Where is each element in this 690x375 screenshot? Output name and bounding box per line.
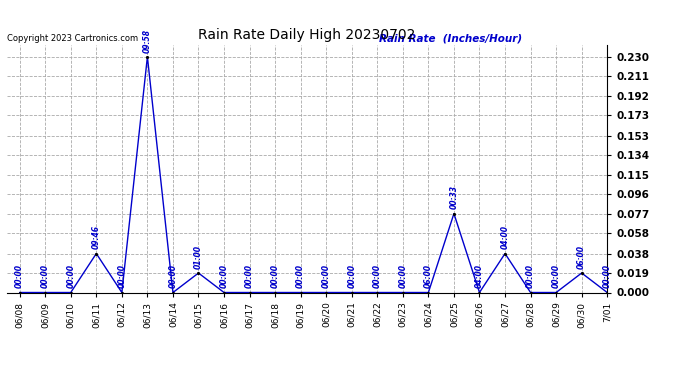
Title: Rain Rate Daily High 20230702: Rain Rate Daily High 20230702 <box>198 28 416 42</box>
Text: 00:33: 00:33 <box>449 185 458 209</box>
Text: 06:00: 06:00 <box>424 264 433 288</box>
Text: 00:00: 00:00 <box>245 264 254 288</box>
Text: 01:00: 01:00 <box>194 245 203 269</box>
Text: 00:00: 00:00 <box>602 264 612 288</box>
Text: 00:00: 00:00 <box>219 264 228 288</box>
Text: 00:00: 00:00 <box>66 264 75 288</box>
Text: 00:00: 00:00 <box>296 264 305 288</box>
Text: 00:00: 00:00 <box>526 264 535 288</box>
Text: 00:00: 00:00 <box>322 264 331 288</box>
Text: 00:00: 00:00 <box>15 264 24 288</box>
Text: 04:00: 04:00 <box>475 264 484 288</box>
Text: 09:58: 09:58 <box>143 28 152 53</box>
Text: Rain Rate  (Inches/Hour): Rain Rate (Inches/Hour) <box>379 34 522 44</box>
Text: 06:00: 06:00 <box>577 245 586 269</box>
Text: 00:00: 00:00 <box>168 264 177 288</box>
Text: 09:46: 09:46 <box>92 225 101 249</box>
Text: 00:00: 00:00 <box>398 264 407 288</box>
Text: 04:00: 04:00 <box>500 225 509 249</box>
Text: 00:00: 00:00 <box>347 264 356 288</box>
Text: 00:00: 00:00 <box>373 264 382 288</box>
Text: 00:00: 00:00 <box>117 264 126 288</box>
Text: 00:00: 00:00 <box>551 264 560 288</box>
Text: Copyright 2023 Cartronics.com: Copyright 2023 Cartronics.com <box>7 34 138 43</box>
Text: 00:00: 00:00 <box>270 264 279 288</box>
Text: 00:00: 00:00 <box>41 264 50 288</box>
